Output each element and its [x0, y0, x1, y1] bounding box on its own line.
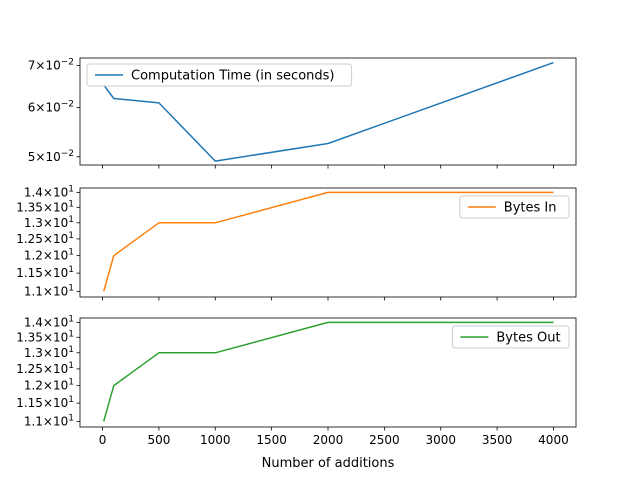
- legend: Bytes In: [459, 195, 570, 219]
- x-tick-label: 0: [99, 433, 107, 447]
- y-tick-label: 1.15×101: [16, 395, 74, 410]
- y-tick-label: 5×10−2: [28, 149, 74, 164]
- subplot-1: 5×10−2 6×10−2 7×10−2 Computation Time (in s…: [28, 57, 577, 169]
- y-tick-label: 1.3×101: [24, 345, 74, 360]
- y-tick-label: 1.25×101: [16, 231, 74, 246]
- legend-label: Computation Time (in seconds): [131, 69, 335, 84]
- y-tick-label: 1.35×101: [16, 329, 74, 344]
- series-line-3-1: [102, 321, 554, 422]
- legend-box: [86, 63, 353, 87]
- x-tick-label: 500: [147, 433, 170, 447]
- legend-label: Bytes In: [504, 201, 557, 216]
- x-tick-label: 1000: [200, 433, 231, 447]
- y-tick-label: 1.4×101: [24, 314, 74, 329]
- x-axis-label: Number of additions: [262, 456, 395, 471]
- series-line-1-1: [103, 61, 554, 162]
- x-tick-label: 4000: [538, 433, 569, 447]
- legend-box: [451, 325, 570, 349]
- y-tick-label: 1.25×101: [16, 361, 74, 376]
- x-tick-label: 3000: [425, 433, 456, 447]
- y-tick-label: 1.1×101: [24, 413, 74, 428]
- x-tick-label: 3500: [482, 433, 513, 447]
- legend-label: Bytes Out: [496, 331, 560, 346]
- y-tick-label: 1.35×101: [16, 199, 74, 214]
- y-tick-label: 7×10−2: [28, 58, 74, 73]
- subplot-2: 1.1×101 1.15×101 1.2×101 1.25×1011.3×1011.3…: [16, 184, 577, 301]
- x-tick-label: 2500: [369, 433, 400, 447]
- y-tick-label: 1.1×101: [24, 283, 74, 298]
- y-tick-label: 1.2×101: [24, 248, 74, 263]
- y-tick-label: 1.15×101: [16, 265, 74, 280]
- y-tick-label: 1.4×101: [24, 184, 74, 199]
- series-line-2-1: [102, 191, 554, 292]
- legend: Computation Time (in seconds): [86, 63, 353, 87]
- y-tick-label: 1.3×101: [24, 215, 74, 230]
- y-tick-label: 1.2×101: [24, 378, 74, 393]
- legend: Bytes Out: [451, 325, 570, 349]
- subplot-3: 0 500 1000 1500 2000 2500 3000 3500 4000 1.1×101 1…: [16, 314, 577, 447]
- x-tick-label: 1500: [256, 433, 287, 447]
- x-tick-label: 2000: [313, 433, 344, 447]
- legend-box: [459, 195, 570, 219]
- y-tick-label: 6×10−2: [28, 99, 74, 114]
